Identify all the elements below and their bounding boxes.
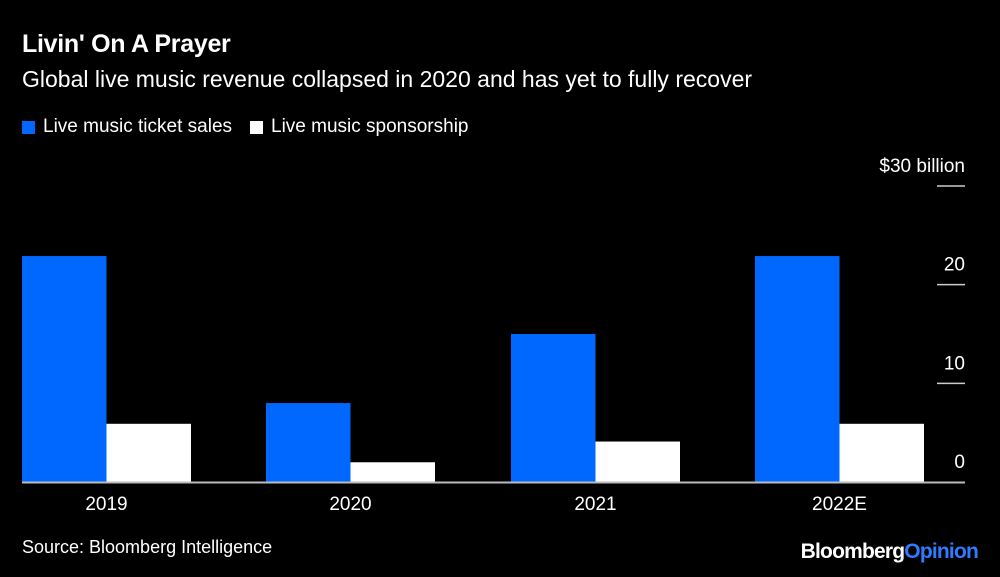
source-note: Source: Bloomberg Intelligence xyxy=(22,537,273,557)
x-tick-label: 2022E xyxy=(812,494,867,515)
y-tick-label: 0 xyxy=(954,452,965,473)
legend-item-sponsorship: Live music sponsorship xyxy=(250,116,469,138)
legend: Live music ticket sales Live music spons… xyxy=(22,116,469,138)
x-tick-label: 2020 xyxy=(329,494,371,515)
y-tick-label: $30 billion xyxy=(879,156,965,177)
bar-2021-ticket-sales xyxy=(511,334,596,482)
legend-item-ticket-sales: Live music ticket sales xyxy=(22,116,232,138)
logo-part-opinion: Opinion xyxy=(904,540,979,563)
bar-2021-sponsorship xyxy=(595,441,680,482)
legend-swatch-ticket-sales xyxy=(22,120,35,134)
legend-label-ticket-sales: Live music ticket sales xyxy=(43,116,233,137)
bar-2022e-ticket-sales xyxy=(755,256,840,482)
legend-swatch-sponsorship xyxy=(250,120,264,134)
x-tick-label: 2019 xyxy=(85,494,127,515)
bar-2020-sponsorship xyxy=(350,462,435,482)
y-tick-label: 20 xyxy=(944,255,965,276)
bar-2022e-sponsorship xyxy=(839,423,924,482)
bloomberg-opinion-logo: BloombergOpinion xyxy=(800,540,979,564)
bar-2019-sponsorship xyxy=(106,423,191,482)
bar-2020-ticket-sales xyxy=(266,403,351,482)
legend-label-sponsorship: Live music sponsorship xyxy=(271,116,469,137)
chart-subtitle: Global live music revenue collapsed in 2… xyxy=(22,66,753,92)
x-tick-label: 2021 xyxy=(574,494,616,515)
y-tick-label: 10 xyxy=(944,353,965,374)
bar-2019-ticket-sales xyxy=(22,256,107,482)
logo-part-bloomberg: Bloomberg xyxy=(800,540,905,563)
chart-title: Livin' On A Prayer xyxy=(22,30,231,58)
